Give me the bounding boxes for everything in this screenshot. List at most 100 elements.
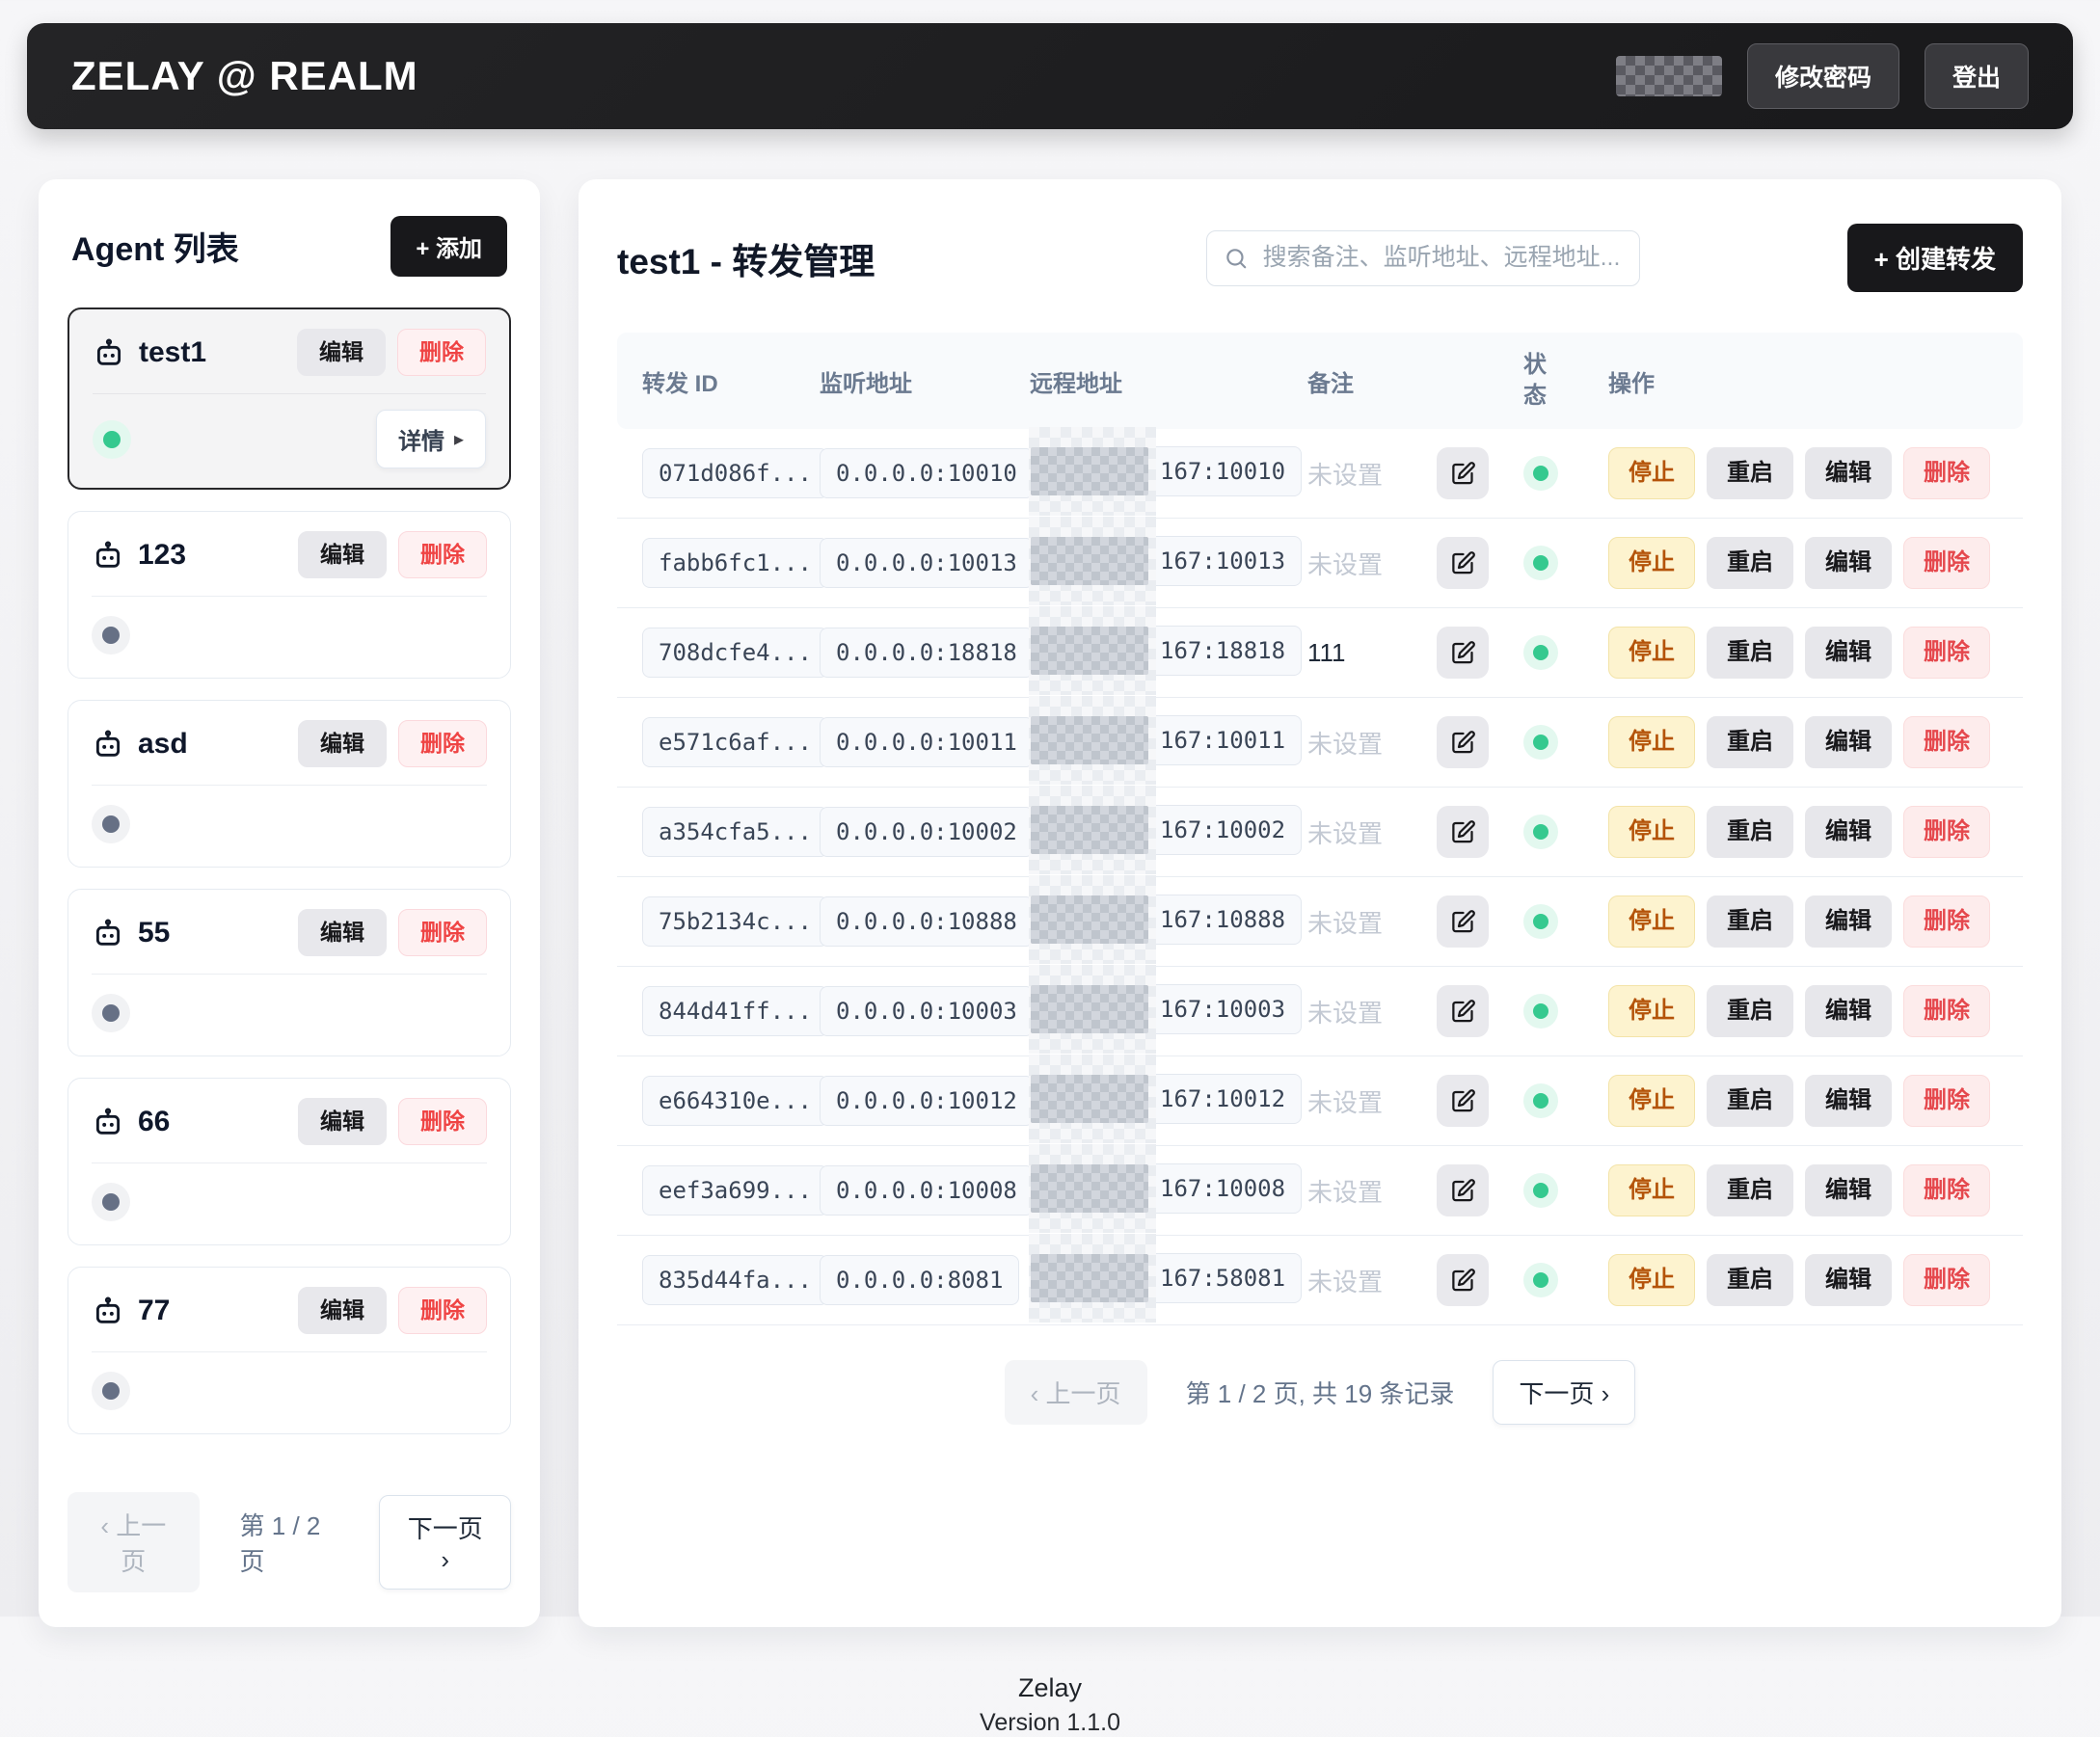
edit-note-button[interactable] [1437, 806, 1489, 858]
forward-table-row: fabb6fc1... 0.0.0.0:10013 167:10013 未设置 … [617, 517, 2023, 608]
square-pen-icon [1451, 461, 1475, 484]
agent-delete-button[interactable]: 删除 [398, 1098, 487, 1145]
delete-button[interactable]: 删除 [1903, 716, 1990, 768]
app-title: ZELAY @ REALM [71, 53, 418, 98]
agent-edit-button[interactable]: 编辑 [298, 1098, 387, 1145]
edit-note-button[interactable] [1437, 1254, 1489, 1306]
restart-button[interactable]: 重启 [1707, 1075, 1793, 1127]
create-forward-button[interactable]: + 创建转发 [1846, 224, 2023, 292]
restart-button[interactable]: 重启 [1707, 537, 1793, 589]
divider [92, 785, 487, 786]
listen-address: 0.0.0.0:10011 [820, 717, 1034, 767]
edit-button[interactable]: 编辑 [1805, 627, 1892, 679]
robot-icon [95, 1108, 121, 1135]
change-password-button[interactable]: 修改密码 [1746, 43, 1899, 109]
forward-pagination: ‹ 上一页 第 1 / 2 页, 共 19 条记录 下一页 › [617, 1360, 2023, 1425]
delete-button[interactable]: 删除 [1903, 1075, 1990, 1127]
agent-delete-button[interactable]: 删除 [398, 720, 487, 767]
stop-button[interactable]: 停止 [1608, 447, 1695, 499]
stop-button[interactable]: 停止 [1608, 537, 1695, 589]
note-text: 未设置 [1307, 998, 1384, 1028]
restart-button[interactable]: 重启 [1707, 985, 1793, 1037]
stop-button[interactable]: 停止 [1608, 627, 1695, 679]
edit-note-button[interactable] [1437, 985, 1489, 1037]
agent-card[interactable]: asd 编辑 删除 [67, 700, 511, 868]
agent-card[interactable]: test1 编辑 删除 详情 ▸ [67, 307, 511, 490]
restart-button[interactable]: 重启 [1707, 627, 1793, 679]
edit-button[interactable]: 编辑 [1805, 1164, 1892, 1216]
robot-icon [95, 541, 121, 568]
edit-button[interactable]: 编辑 [1805, 895, 1892, 948]
add-agent-button[interactable]: + 添加 [390, 216, 507, 277]
stop-button[interactable]: 停止 [1608, 716, 1695, 768]
edit-note-button[interactable] [1437, 537, 1489, 589]
restart-button[interactable]: 重启 [1707, 447, 1793, 499]
agent-edit-button[interactable]: 编辑 [298, 720, 387, 767]
remote-address-visible: 167:10008 [1160, 1175, 1286, 1202]
forward-table-row: 75b2134c... 0.0.0.0:10888 167:10888 未设置 … [617, 875, 2023, 967]
agent-delete-button[interactable]: 删除 [397, 329, 486, 376]
edit-note-button[interactable] [1437, 1164, 1489, 1216]
stop-button[interactable]: 停止 [1608, 895, 1695, 948]
col-header-note: 备注 [1307, 370, 1354, 397]
restart-button[interactable]: 重启 [1707, 806, 1793, 858]
remote-address: 167:18818 [1028, 606, 1303, 695]
remote-address: 167:10008 [1028, 1144, 1303, 1233]
delete-button[interactable]: 删除 [1903, 1254, 1990, 1306]
agent-edit-button[interactable]: 编辑 [297, 329, 386, 376]
agent-next-page-button[interactable]: 下一页 › [379, 1495, 511, 1590]
edit-button[interactable]: 编辑 [1805, 985, 1892, 1037]
delete-button[interactable]: 删除 [1903, 806, 1990, 858]
edit-note-button[interactable] [1437, 1075, 1489, 1127]
remote-address-redacted [1031, 627, 1148, 675]
agent-card[interactable]: 66 编辑 删除 [67, 1078, 511, 1245]
agent-edit-button[interactable]: 编辑 [298, 531, 387, 578]
note-text: 未设置 [1307, 1177, 1384, 1207]
edit-button[interactable]: 编辑 [1805, 716, 1892, 768]
restart-button[interactable]: 重启 [1707, 1254, 1793, 1306]
edit-note-button[interactable] [1437, 447, 1489, 499]
agent-prev-page-button[interactable]: ‹ 上一页 [67, 1492, 200, 1592]
agent-detail-button[interactable]: 详情 ▸ [375, 410, 486, 468]
agent-edit-button[interactable]: 编辑 [298, 1287, 387, 1334]
delete-button[interactable]: 删除 [1903, 627, 1990, 679]
remote-address-redacted [1031, 1164, 1148, 1213]
edit-note-button[interactable] [1437, 716, 1489, 768]
edit-note-button[interactable] [1437, 895, 1489, 948]
remote-address-redacted [1031, 1075, 1148, 1123]
agent-delete-button[interactable]: 删除 [398, 531, 487, 578]
restart-button[interactable]: 重启 [1707, 1164, 1793, 1216]
square-pen-icon [1451, 1178, 1475, 1201]
stop-button[interactable]: 停止 [1608, 1164, 1695, 1216]
delete-button[interactable]: 删除 [1903, 537, 1990, 589]
agent-card[interactable]: 123 编辑 删除 [67, 511, 511, 679]
edit-button[interactable]: 编辑 [1805, 537, 1892, 589]
edit-note-button[interactable] [1437, 627, 1489, 679]
forward-table-body: 071d086f... 0.0.0.0:10010 167:10010 未设置 … [617, 427, 2023, 1325]
agent-delete-button[interactable]: 删除 [398, 1287, 487, 1334]
agent-delete-button[interactable]: 删除 [398, 909, 487, 956]
edit-button[interactable]: 编辑 [1805, 806, 1892, 858]
delete-button[interactable]: 删除 [1903, 447, 1990, 499]
logout-button[interactable]: 登出 [1924, 43, 2029, 109]
forward-prev-page-button[interactable]: ‹ 上一页 [1004, 1360, 1147, 1425]
delete-button[interactable]: 删除 [1903, 985, 1990, 1037]
edit-button[interactable]: 编辑 [1805, 447, 1892, 499]
stop-button[interactable]: 停止 [1608, 1254, 1695, 1306]
edit-button[interactable]: 编辑 [1805, 1075, 1892, 1127]
restart-button[interactable]: 重启 [1707, 716, 1793, 768]
search-input[interactable] [1205, 229, 1640, 286]
forward-next-page-button[interactable]: 下一页 › [1493, 1360, 1636, 1425]
stop-button[interactable]: 停止 [1608, 1075, 1695, 1127]
stop-button[interactable]: 停止 [1608, 806, 1695, 858]
edit-button[interactable]: 编辑 [1805, 1254, 1892, 1306]
agent-card[interactable]: 77 编辑 删除 [67, 1267, 511, 1434]
remote-address: 167:10010 [1028, 427, 1303, 516]
agent-edit-button[interactable]: 编辑 [298, 909, 387, 956]
stop-button[interactable]: 停止 [1608, 985, 1695, 1037]
delete-button[interactable]: 删除 [1903, 895, 1990, 948]
agent-status-dot [93, 419, 131, 459]
agent-card[interactable]: 55 编辑 删除 [67, 889, 511, 1056]
restart-button[interactable]: 重启 [1707, 895, 1793, 948]
delete-button[interactable]: 删除 [1903, 1164, 1990, 1216]
